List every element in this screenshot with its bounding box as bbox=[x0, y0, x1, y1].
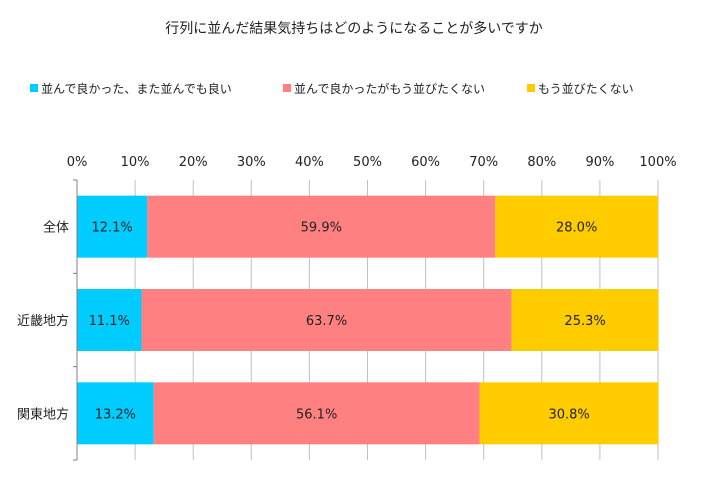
data-label: 30.8% bbox=[548, 407, 589, 422]
bar-segment bbox=[141, 289, 512, 351]
data-label: 59.9% bbox=[301, 221, 342, 236]
legend-swatch bbox=[30, 84, 38, 92]
bar-segment bbox=[479, 382, 659, 445]
category-label: 全体 bbox=[43, 220, 69, 236]
legend-swatch bbox=[527, 84, 535, 92]
bars: 12.1% 59.9% 28.0% 11.1% 63.7% 25.3% 13.2% 56.1%… bbox=[77, 195, 659, 445]
x-tick-label: 70% bbox=[469, 155, 498, 170]
bar-segment bbox=[77, 382, 154, 445]
legend: 並んで良かった、また並んでも良い 並んで良かったがもう並びたくない もう並びたくない bbox=[30, 81, 634, 96]
data-label: 25.3% bbox=[564, 314, 605, 329]
x-tick-label: 40% bbox=[295, 155, 324, 170]
x-tick-label: 10% bbox=[121, 155, 150, 170]
legend-swatch bbox=[283, 84, 291, 92]
x-tick-label: 0% bbox=[67, 155, 88, 170]
bar-segment bbox=[511, 289, 659, 351]
data-label: 56.1% bbox=[296, 407, 337, 422]
chart-title: 行列に並んだ結果気持ちはどのようになることが多いですか bbox=[165, 20, 543, 37]
data-label: 63.7% bbox=[306, 314, 347, 329]
bar-segment bbox=[153, 382, 480, 445]
bar-segment bbox=[495, 195, 658, 258]
x-tick-label: 100% bbox=[639, 155, 676, 170]
x-axis-ticks: 0% 10% 20% 30% 40% 50% 60% 70% 80% 90% 100% bbox=[67, 155, 677, 170]
data-label: 11.1% bbox=[89, 314, 130, 329]
x-tick-label: 60% bbox=[411, 155, 440, 170]
bar-segment bbox=[77, 289, 142, 351]
category-label: 関東地方 bbox=[17, 406, 69, 422]
x-tick-label: 90% bbox=[585, 155, 614, 170]
legend-label: もう並びたくない bbox=[538, 82, 634, 96]
data-label: 28.0% bbox=[556, 221, 597, 236]
x-tick-label: 50% bbox=[353, 155, 382, 170]
x-tick-label: 30% bbox=[237, 155, 266, 170]
legend-label: 並んで良かった、また並んでも良い bbox=[41, 81, 232, 96]
legend-label: 並んで良かったがもう並びたくない bbox=[294, 81, 485, 96]
x-tick-label: 80% bbox=[527, 155, 556, 170]
bar-segment bbox=[77, 195, 148, 258]
x-tick-label: 20% bbox=[179, 155, 208, 170]
data-label: 13.2% bbox=[95, 407, 136, 422]
bar-segment bbox=[147, 195, 496, 258]
category-label: 近畿地方 bbox=[17, 313, 69, 329]
data-label: 12.1% bbox=[91, 221, 132, 236]
